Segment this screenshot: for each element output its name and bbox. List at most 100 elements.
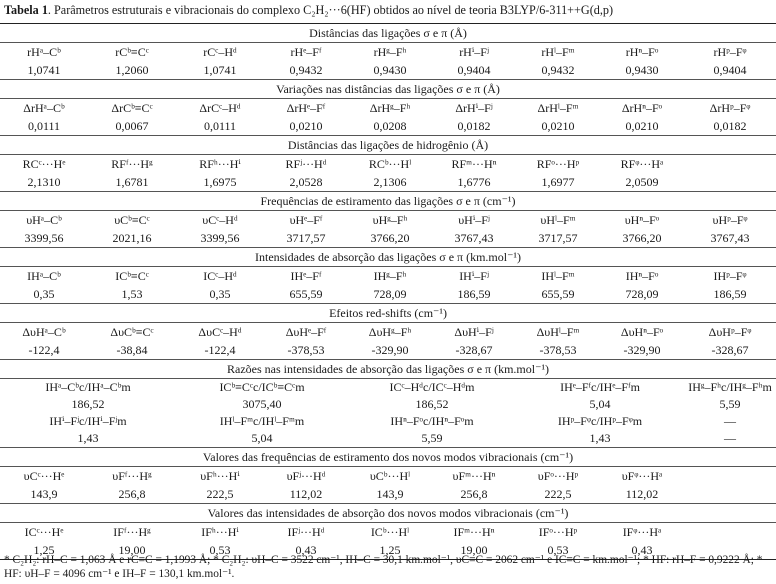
ratio-header: ICᶜ–Hᵈc/ICᶜ–Hᵈm xyxy=(389,380,475,394)
column-header: rHⁱ–Fʲ xyxy=(459,45,489,59)
column-header: ΔυCᶜ–Hᵈ xyxy=(198,325,242,339)
table-cell: 0,53 xyxy=(516,541,600,560)
column-header: ΔυHˡ–Fᵐ xyxy=(536,325,580,339)
column-header-row: ΔυHᵃ–Cᵇ ΔυCᵇ≡Cᶜ ΔυCᶜ–Hᵈ ΔυHᵉ–Fᶠ ΔυHᵍ–Fʰ ΔυHⁱ–… xyxy=(0,323,776,342)
column-header: ΔυCᵇ≡Cᶜ xyxy=(110,325,154,339)
table-cell: 1,6975 xyxy=(203,175,237,189)
column-header: υFᶠ···Hᵍ xyxy=(112,469,152,483)
column-header: RFᶠ···Hᵍ xyxy=(111,157,153,171)
column-header: ΔrHᵖ–Fᵠ xyxy=(709,101,751,115)
table-cell: 3767,43 xyxy=(710,231,750,245)
table-cell: -329,90 xyxy=(371,343,409,357)
column-header: IFᵒ···Hᵖ xyxy=(538,525,578,539)
table-cell: 3717,57 xyxy=(538,231,578,245)
table-cell: 0,0182 xyxy=(713,119,747,133)
column-header: ICᵇ≡Cᶜ xyxy=(115,269,149,283)
table-cell: -122,4 xyxy=(28,343,60,357)
table-cell: 222,5 xyxy=(544,487,572,501)
column-header: RFᵐ···Hⁿ xyxy=(451,157,497,171)
table-cell: 0,0111 xyxy=(27,119,61,133)
column-header: rHⁿ–Fᵒ xyxy=(625,45,659,59)
table-cell: 0,9432 xyxy=(289,63,323,77)
column-header: rHᵉ–Fᶠ xyxy=(290,45,322,59)
table-cell: 2,0509 xyxy=(625,175,659,189)
table-cell: 3717,57 xyxy=(286,231,326,245)
ratio-header: IHⁱ–Fʲc/IHⁱ–Fʲm xyxy=(49,414,127,428)
column-header: υHˡ–Fᵐ xyxy=(540,213,576,227)
column-header: ΔrHᵍ–Fʰ xyxy=(369,101,411,115)
table-cell: 256,8 xyxy=(460,487,488,501)
table-cell: 19,00 xyxy=(88,541,176,560)
section-title-row: Variações nas distâncias das ligações σ … xyxy=(0,79,776,99)
column-header xyxy=(684,467,776,486)
section-title: Valores das frequências de estiramento d… xyxy=(0,447,776,467)
column-header: RFʲ···Hᵈ xyxy=(285,157,327,171)
table-cell: -38,84 xyxy=(116,343,148,357)
ratio-value: 186,52 xyxy=(71,397,105,411)
section-title-row: Razões nas intensidades de absorção das … xyxy=(0,359,776,379)
table-cell-row: 1,25 19,00 0,53 0,43 1,25 19,00 0,53 0,43 xyxy=(0,541,776,560)
table-label: Tabela 1 xyxy=(4,3,48,17)
column-header: υHⁱ–Fʲ xyxy=(458,213,490,227)
column-header: ΔυHᵍ–Fʰ xyxy=(368,325,412,339)
section-title-row: Distâncias das ligações σ e π (Å) xyxy=(0,23,776,43)
section-title: Distâncias das ligações σ e π (Å) xyxy=(0,23,776,43)
table-cell: 1,2060 xyxy=(115,63,149,77)
column-header xyxy=(684,155,776,174)
table-caption: Tabela 1. Parâmetros estruturais e vibra… xyxy=(4,3,614,17)
ratio-value: 3075,40 xyxy=(242,397,282,411)
column-header: υCᶜ–Hᵈ xyxy=(202,213,238,227)
column-header: IHⁱ–Fʲ xyxy=(459,269,489,283)
table-cell: 0,43 xyxy=(600,541,684,560)
section-title: Razões nas intensidades de absorção das … xyxy=(0,359,776,379)
table-cell: 0,43 xyxy=(264,541,348,560)
table-cell: -122,4 xyxy=(204,343,236,357)
table-cell: 1,6776 xyxy=(457,175,491,189)
column-header: RFᵒ···Hᵖ xyxy=(536,157,580,171)
column-header: RFᵠ···Hᵃ xyxy=(620,157,664,171)
table-cell: 728,09 xyxy=(373,287,407,301)
table-cell: 655,59 xyxy=(289,287,323,301)
table-cell: 1,6977 xyxy=(541,175,575,189)
table-cell-row: 0,35 1,53 0,35 655,59 728,09 186,59 655,59 728,… xyxy=(0,285,776,304)
table-cell: 143,9 xyxy=(376,487,404,501)
section-title: Intensidades de absorção das ligações σ … xyxy=(0,247,776,267)
column-header: rHᵖ–Fᵠ xyxy=(713,45,747,59)
column-header: υFᵠ···Hᵃ xyxy=(621,469,663,483)
table-cell: -328,67 xyxy=(711,343,749,357)
section-title-row: Distâncias das ligações de hidrogênio (Å… xyxy=(0,135,776,155)
table-cell: -378,53 xyxy=(539,343,577,357)
column-header-row: rHᵃ–Cᵇ rCᵇ≡Cᶜ rCᶜ–Hᵈ rHᵉ–Fᶠ rHᵍ–Fʰ rHⁱ–Fʲ rHˡ–… xyxy=(0,43,776,62)
table-cell-row: -122,4 -38,84 -122,4 -378,53 -329,90 -328,67 -… xyxy=(0,341,776,360)
column-header: IHᵖ–Fᵠ xyxy=(713,269,747,283)
column-header-row: ΔrHᵃ–Cᵇ ΔrCᵇ≡Cᶜ ΔrCᶜ–Hᵈ ΔrHᵉ–Fᶠ ΔrHᵍ–Fʰ ΔrHⁱ–… xyxy=(0,99,776,118)
column-header: RCᵇ···Hˡ xyxy=(368,157,412,171)
table-cell: 0,9432 xyxy=(541,63,575,77)
ratio-header: IHˡ–Fᵐc/IHˡ–Fᵐm xyxy=(219,414,305,428)
table-cell: 112,02 xyxy=(289,487,323,501)
section-title: Distâncias das ligações de hidrogênio (Å… xyxy=(0,135,776,155)
column-header: IHᵉ–Fᶠ xyxy=(290,269,322,283)
column-header: IHˡ–Fᵐ xyxy=(541,269,575,283)
column-header: ICᵇ···Hˡ xyxy=(370,525,410,539)
ratio-header: IHᵖ–Fᵠc/IHᵖ–Fᵠm xyxy=(557,414,643,428)
ratio-header-row: IHⁱ–Fʲc/IHⁱ–Fʲm IHˡ–Fᵐc/IHˡ–Fᵐm IHⁿ–Fᵒc/IH… xyxy=(0,413,776,430)
column-header: υHᵃ–Cᵇ xyxy=(26,213,62,227)
ratio-value: 5,04 xyxy=(589,397,611,411)
column-header: ΔrHⁿ–Fᵒ xyxy=(621,101,663,115)
column-header: ΔrHˡ–Fᵐ xyxy=(537,101,579,115)
ratio-header-row: IHᵃ–Cᵇc/IHᵃ–Cᵇm ICᵇ≡Cᶜc/ICᵇ≡Cᶜm ICᶜ–Hᵈc/IC… xyxy=(0,379,776,397)
ratio-value: 1,43 xyxy=(77,431,99,445)
table-cell: 0,53 xyxy=(176,541,264,560)
table-cell: 2021,16 xyxy=(112,231,152,245)
column-header: rCᶜ–Hᵈ xyxy=(203,45,237,59)
column-header-row: υHᵃ–Cᵇ υCᵇ≡Cᶜ υCᶜ–Hᵈ υHᵉ–Fᶠ υHᵍ–Fʰ υHⁱ–Fʲ υHˡ–… xyxy=(0,211,776,230)
column-header: IHⁿ–Fᵒ xyxy=(625,269,659,283)
table-cell: 2,1310 xyxy=(27,175,61,189)
table-cell: 112,02 xyxy=(625,487,659,501)
section-title-row: Intensidades de absorção das ligações σ … xyxy=(0,247,776,267)
ratio-value: 5,59 xyxy=(421,431,443,445)
section-title: Frequências de estiramento das ligações … xyxy=(0,191,776,211)
column-header-row: υCᶜ···Hᵉ υFᶠ···Hᵍ υFʰ···Hⁱ υFʲ···Hᵈ υCᵇ···Hˡ… xyxy=(0,467,776,486)
